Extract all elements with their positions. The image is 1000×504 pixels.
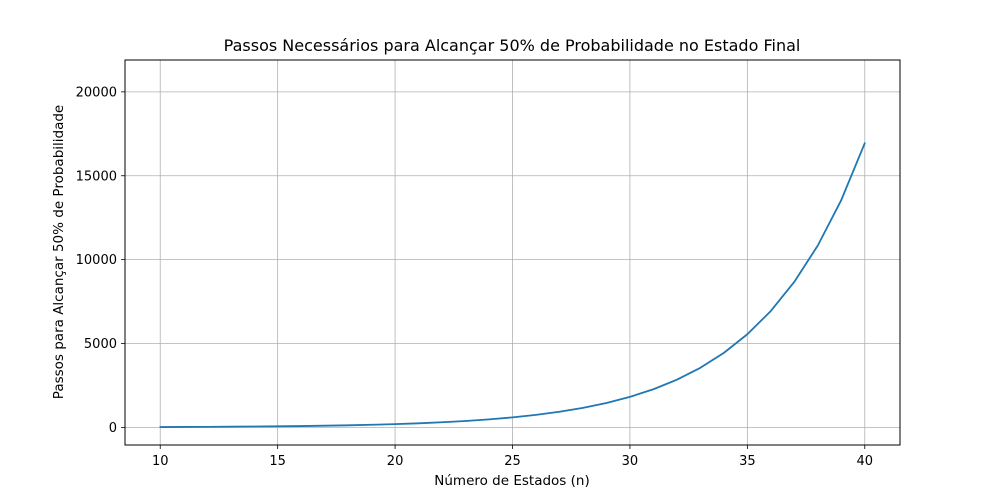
x-axis-ticks: 10 15 20 25 30 35 40 bbox=[152, 445, 873, 469]
x-tick-label: 30 bbox=[622, 454, 639, 469]
y-tick-label: 5000 bbox=[84, 337, 117, 352]
y-tick-label: 10000 bbox=[76, 253, 117, 268]
x-tick-label: 20 bbox=[387, 454, 404, 469]
x-tick-label: 25 bbox=[504, 454, 521, 469]
x-axis-label: Número de Estados (n) bbox=[434, 473, 589, 489]
y-tick-label: 20000 bbox=[76, 85, 117, 100]
chart-title: Passos Necessários para Alcançar 50% de … bbox=[224, 36, 801, 55]
x-tick-label: 35 bbox=[739, 454, 756, 469]
y-axis-label: Passos para Alcançar 50% de Probabilidad… bbox=[51, 105, 67, 399]
series-line-0 bbox=[159, 142, 866, 428]
grid-lines bbox=[125, 60, 900, 445]
series-layer bbox=[159, 142, 866, 428]
y-axis-ticks: 0 5000 10000 15000 20000 bbox=[76, 85, 125, 436]
y-tick-label: 15000 bbox=[76, 169, 117, 184]
y-tick-label: 0 bbox=[109, 421, 117, 436]
x-tick-label: 15 bbox=[269, 454, 286, 469]
x-tick-label: 40 bbox=[856, 454, 873, 469]
x-tick-label: 10 bbox=[152, 454, 169, 469]
